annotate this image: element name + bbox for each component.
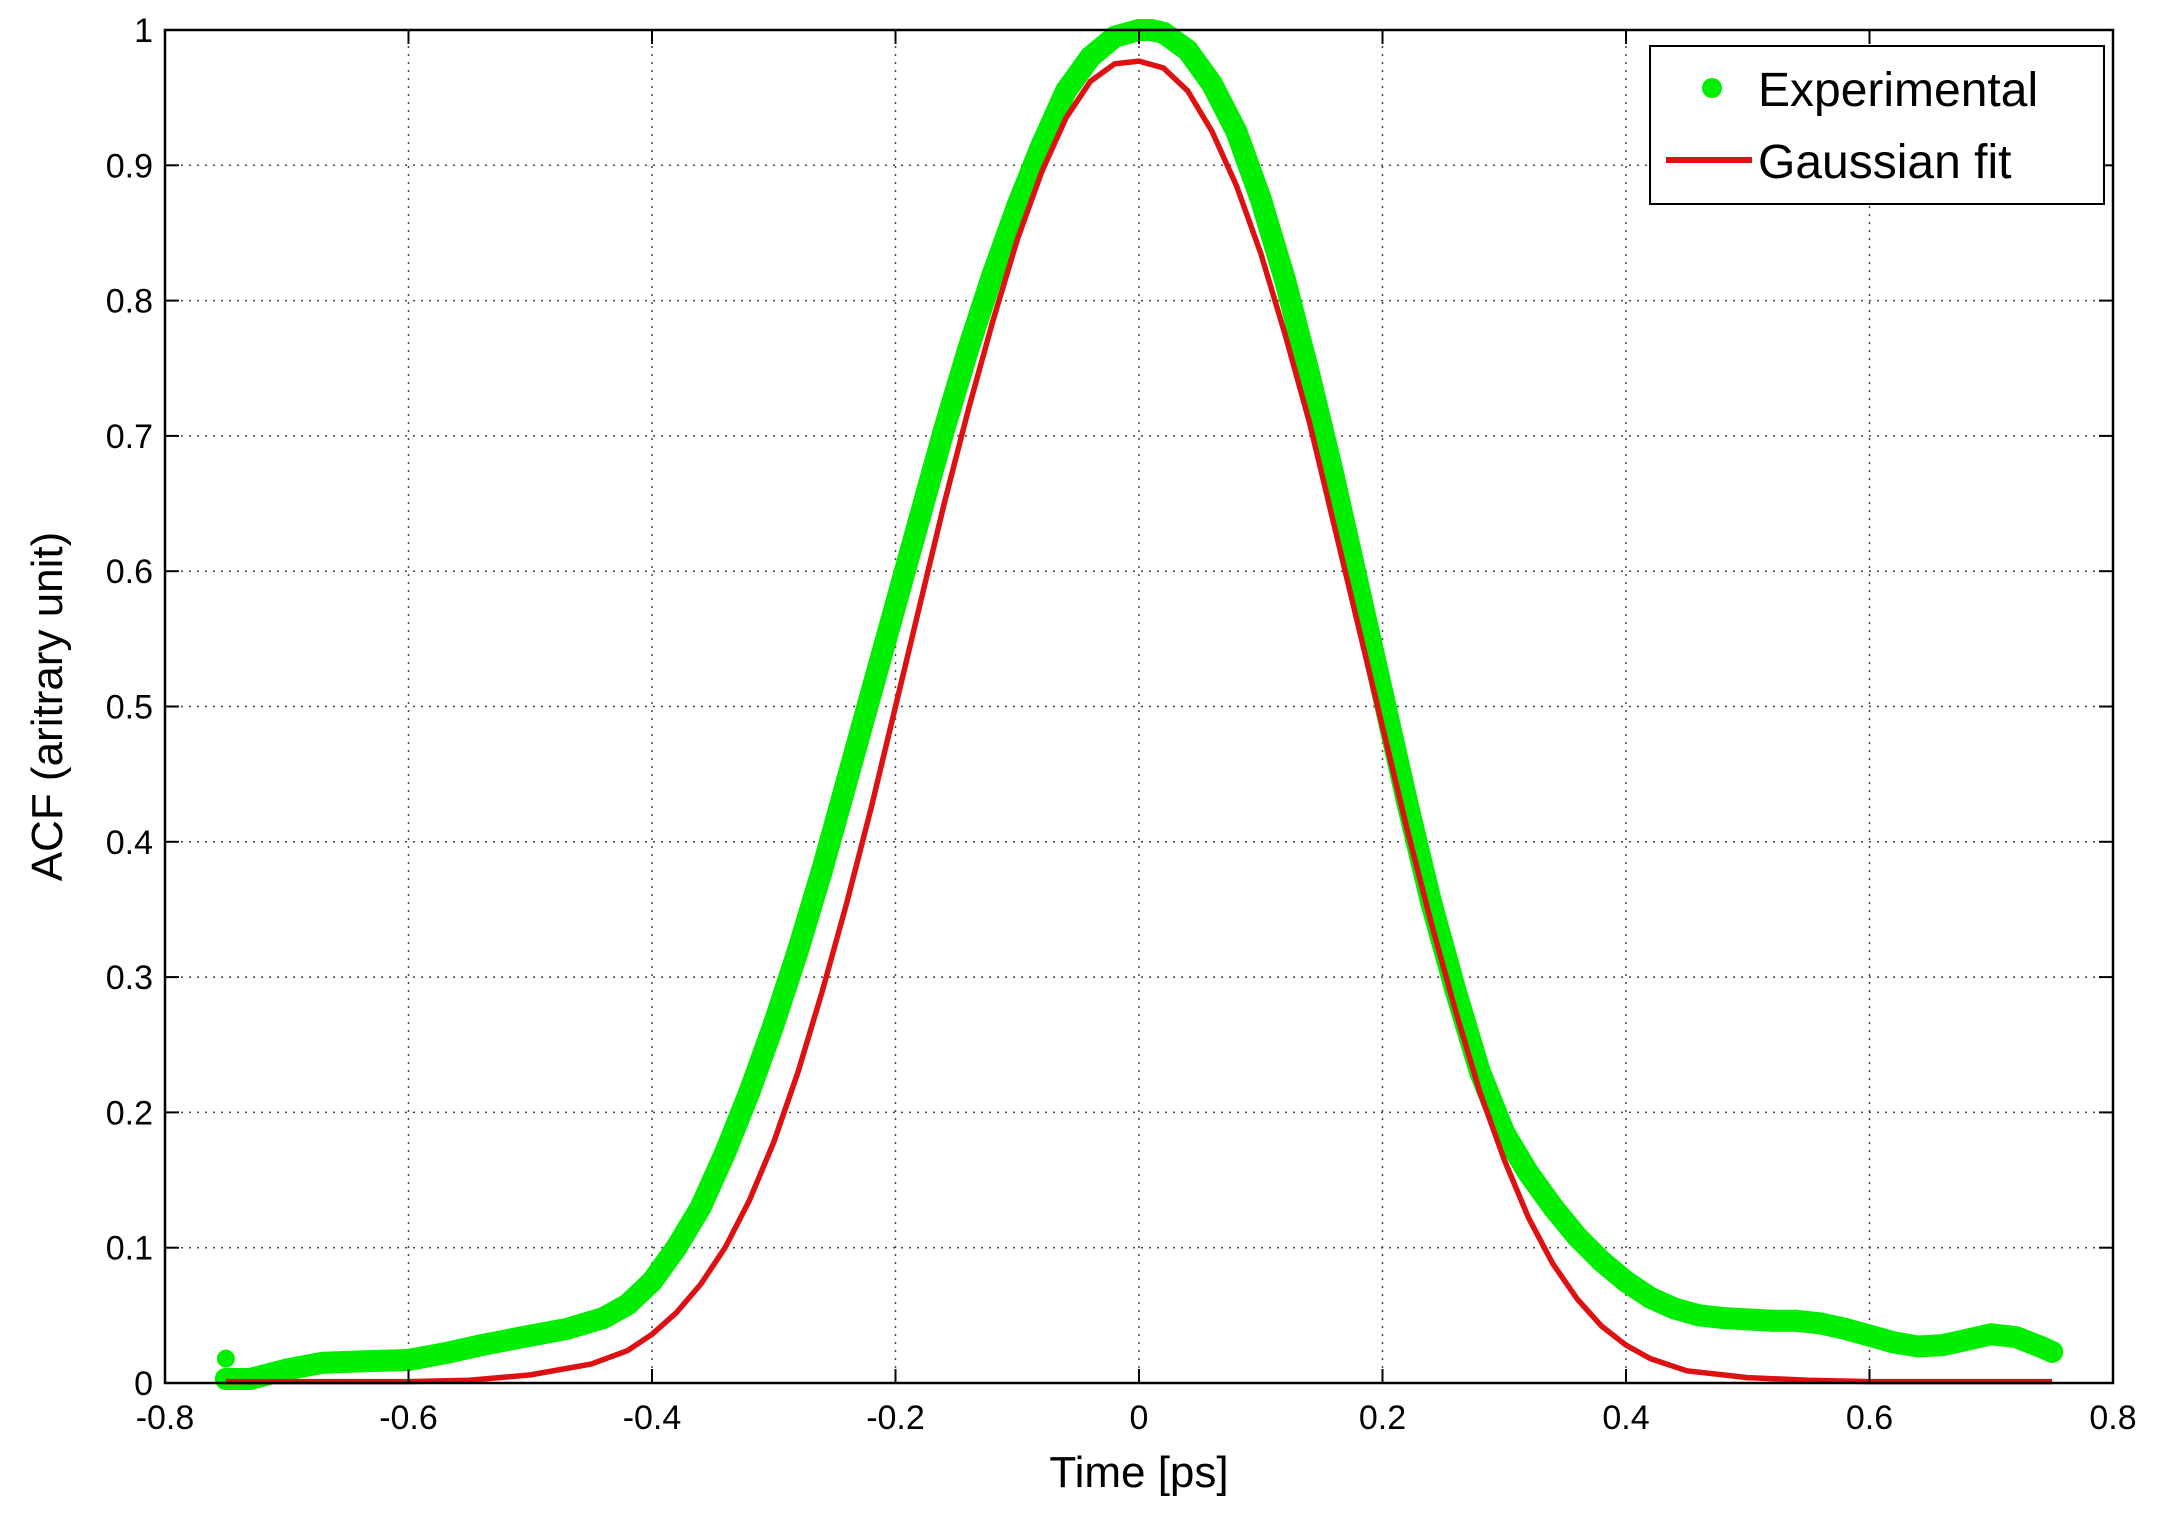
x-tick-label: 0 xyxy=(1130,1399,1149,1437)
experimental-point xyxy=(1736,1308,1759,1331)
experimental-point xyxy=(1858,1324,1881,1347)
experimental-point xyxy=(1103,25,1126,48)
experimental-point xyxy=(1663,1297,1686,1320)
y-tick-label: 0.7 xyxy=(106,418,153,456)
y-tick-label: 0.2 xyxy=(106,1094,153,1132)
experimental-point xyxy=(884,594,907,617)
legend-box xyxy=(1649,45,2105,205)
experimental-point xyxy=(933,418,956,441)
experimental-point xyxy=(1225,120,1248,143)
experimental-point xyxy=(1980,1323,2003,1346)
experimental-point xyxy=(689,1196,712,1219)
experimental-point xyxy=(312,1351,335,1374)
x-tick-label: -0.8 xyxy=(136,1399,195,1437)
experimental-point xyxy=(1298,364,1321,387)
y-tick-label: 0.6 xyxy=(106,553,153,591)
experimental-point xyxy=(519,1324,542,1347)
experimental-point xyxy=(908,506,931,529)
x-tick-label: 0.2 xyxy=(1359,1399,1406,1437)
experimental-point xyxy=(1322,465,1345,488)
experimental-point xyxy=(1688,1304,1711,1327)
ticks xyxy=(164,29,2114,1384)
y-axis-title: ACF (aritrary unit) xyxy=(23,532,72,882)
experimental-point xyxy=(1176,39,1199,62)
experimental-point xyxy=(555,1317,578,1340)
experimental-point xyxy=(1274,269,1297,292)
experimental-point xyxy=(397,1348,420,1371)
experimental-point xyxy=(1712,1307,1735,1330)
y-tick-label: 0.8 xyxy=(106,283,153,321)
experimental-point xyxy=(616,1293,639,1316)
experimental-point xyxy=(1566,1225,1589,1248)
experimental-point xyxy=(665,1236,688,1259)
experimental-point xyxy=(1347,573,1370,596)
y-tick-label: 0.9 xyxy=(106,147,153,185)
experimental-point xyxy=(348,1350,371,1373)
x-tick-label: 0.4 xyxy=(1602,1399,1649,1437)
experimental-point xyxy=(1541,1196,1564,1219)
x-tick-label: -0.6 xyxy=(379,1399,438,1437)
experimental-point xyxy=(1152,21,1175,44)
x-tick-label: -0.4 xyxy=(623,1399,682,1437)
series-layer xyxy=(214,19,2064,1390)
experimental-point xyxy=(835,769,858,792)
legend-marker-experimental xyxy=(1702,78,1722,98)
experimental-point xyxy=(1834,1317,1857,1340)
y-tick-label: 0.5 xyxy=(106,689,153,727)
experimental-point xyxy=(957,336,980,359)
experimental-point xyxy=(787,939,810,962)
experimental-point xyxy=(592,1307,615,1330)
experimental-point xyxy=(1517,1162,1540,1185)
legend-label-gaussian-fit: Gaussian fit xyxy=(1758,136,2011,189)
experimental-point xyxy=(1761,1309,1784,1332)
series-gaussian-fit xyxy=(225,58,2053,1385)
x-tick-label: 0.6 xyxy=(1846,1399,1893,1437)
experimental-point xyxy=(641,1270,663,1293)
experimental-point xyxy=(738,1081,761,1104)
experimental-point xyxy=(1785,1309,1808,1332)
legend: Experimental Gaussian fit xyxy=(1649,45,2105,205)
series-experimental xyxy=(214,19,2064,1390)
tick-labels: -0.8 -0.6 -0.4 -0.2 0 0.2 0.4 0.6 0.8 0 0.1 0.2 0.3 0… xyxy=(106,12,2137,1437)
grid xyxy=(165,30,2113,1383)
y-tick-label: 0.4 xyxy=(106,824,153,862)
x-tick-label: -0.2 xyxy=(866,1399,925,1437)
experimental-point xyxy=(2004,1325,2027,1348)
legend-label-experimental: Experimental xyxy=(1758,64,2038,117)
x-axis-title: Time [ps] xyxy=(1049,1448,1228,1497)
experimental-point xyxy=(1079,46,1102,69)
experimental-point xyxy=(1955,1328,1978,1351)
experimental-point xyxy=(1006,194,1029,217)
y-tick-label: 0.3 xyxy=(106,959,153,997)
experimental-point xyxy=(470,1334,493,1357)
experimental-point xyxy=(434,1342,457,1365)
experimental-point xyxy=(762,1013,785,1036)
experimental-point xyxy=(1907,1335,1930,1358)
experimental-point xyxy=(216,1349,235,1368)
y-tick-label: 0 xyxy=(134,1365,153,1403)
experimental-point xyxy=(811,857,834,880)
experimental-point xyxy=(1882,1331,1905,1354)
experimental-point xyxy=(1615,1270,1637,1293)
experimental-point xyxy=(1809,1312,1832,1335)
x-tick-label: 0.8 xyxy=(2089,1399,2136,1437)
experimental-point xyxy=(1590,1250,1613,1273)
experimental-point xyxy=(1054,79,1077,102)
experimental-point xyxy=(1639,1286,1662,1309)
experimental-point xyxy=(1201,73,1224,96)
experimental-point xyxy=(860,681,883,704)
experimental-point xyxy=(2041,1340,2064,1363)
experimental-point xyxy=(1249,188,1272,211)
y-tick-label: 0.1 xyxy=(106,1230,153,1268)
experimental-point xyxy=(1931,1334,1954,1357)
experimental-point xyxy=(1030,134,1053,157)
y-tick-label: 1 xyxy=(134,12,153,50)
experimental-point xyxy=(714,1141,737,1164)
experimental-point xyxy=(275,1358,298,1381)
experimental-point xyxy=(981,262,1004,285)
